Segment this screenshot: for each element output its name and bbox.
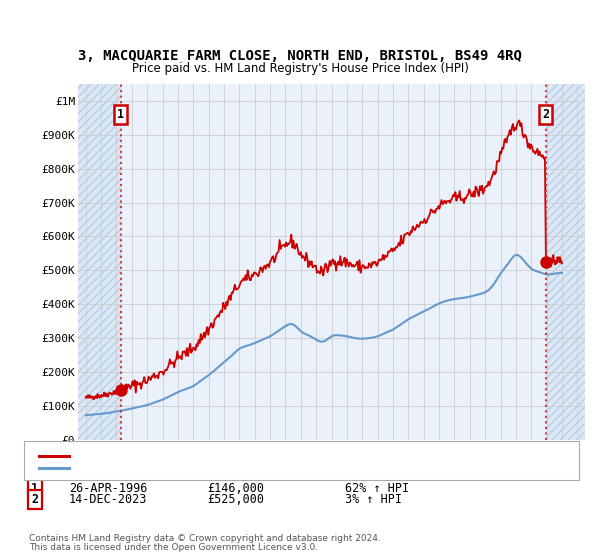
Text: 26-APR-1996: 26-APR-1996 (69, 482, 148, 496)
Text: 3, MACQUARIE FARM CLOSE, NORTH END, BRISTOL, BS49 4RQ: 3, MACQUARIE FARM CLOSE, NORTH END, BRIS… (78, 49, 522, 63)
Text: 2: 2 (31, 493, 38, 506)
Text: HPI: Average price, detached house, North Somerset: HPI: Average price, detached house, Nort… (75, 463, 350, 473)
Text: 1: 1 (31, 482, 38, 496)
Bar (78, 84, 121, 440)
Text: 14-DEC-2023: 14-DEC-2023 (69, 493, 148, 506)
Bar (121, 84, 546, 440)
Bar (78, 84, 121, 440)
Bar (546, 84, 585, 440)
Bar (546, 84, 585, 440)
Text: 3% ↑ HPI: 3% ↑ HPI (345, 493, 402, 506)
Text: 3, MACQUARIE FARM CLOSE, NORTH END, BRISTOL, BS49 4RQ (detached house): 3, MACQUARIE FARM CLOSE, NORTH END, BRIS… (75, 451, 493, 461)
Text: 1: 1 (118, 108, 124, 121)
Text: This data is licensed under the Open Government Licence v3.0.: This data is licensed under the Open Gov… (29, 543, 318, 552)
Text: £146,000: £146,000 (207, 482, 264, 496)
Text: £525,000: £525,000 (207, 493, 264, 506)
Text: Price paid vs. HM Land Registry's House Price Index (HPI): Price paid vs. HM Land Registry's House … (131, 62, 469, 76)
Text: Contains HM Land Registry data © Crown copyright and database right 2024.: Contains HM Land Registry data © Crown c… (29, 534, 380, 543)
Text: 62% ↑ HPI: 62% ↑ HPI (345, 482, 409, 496)
Text: 2: 2 (542, 108, 550, 121)
